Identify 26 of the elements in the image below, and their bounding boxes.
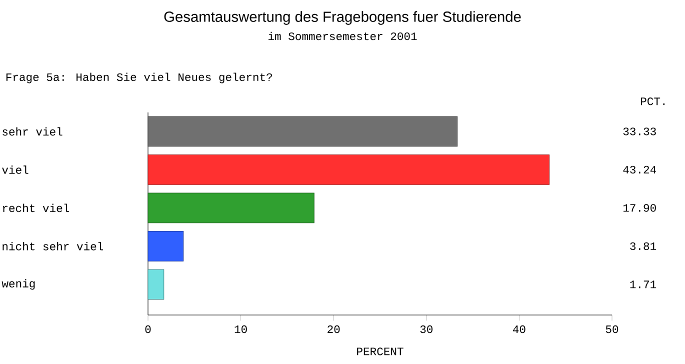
x-tick-label: 10 [234, 325, 247, 334]
data-label: 3.81 [630, 242, 656, 250]
x-tick-label: 30 [420, 325, 433, 334]
bar [148, 269, 164, 300]
y-tick-label: wenig [2, 279, 35, 290]
text: Frage 5a: Haben Sie viel Neues gelernt? [6, 72, 272, 84]
bar [148, 192, 314, 224]
y-tick-label: viel [2, 166, 28, 174]
x-tick-label: 20 [328, 325, 340, 334]
y-tick-label: sehr viel [2, 127, 62, 136]
chart-subtitle: im Sommersemester 2001 [268, 32, 417, 40]
bar [148, 230, 184, 262]
x-tick-label: 0 [145, 325, 151, 334]
text: PCT. [640, 97, 665, 106]
bar [148, 154, 550, 185]
data-label: 1.71 [630, 280, 656, 288]
x-tick-label: 40 [512, 325, 526, 334]
data-label: 43.24 [623, 166, 656, 174]
x-tick-label: 50 [606, 325, 618, 334]
y-tick-label: recht viel [3, 204, 70, 212]
x-axis-title: PERCENT [357, 348, 404, 356]
y-tick-label: nicht sehr viel [2, 242, 104, 250]
data-label: 17.90 [623, 204, 656, 212]
bar [148, 116, 458, 147]
data-label: 33.33 [623, 128, 656, 136]
chart-title: Gesamtauswertung des Fragebogens fuer Studierende [164, 11, 521, 25]
